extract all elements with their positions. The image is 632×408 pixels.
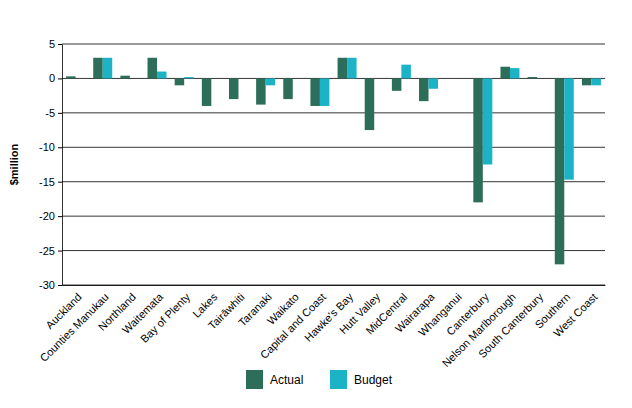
bar [473, 78, 483, 202]
bar [338, 58, 348, 79]
legend-label: Budget [354, 373, 393, 387]
bar [266, 78, 276, 85]
grid-line [62, 181, 605, 182]
legend-swatch [330, 370, 347, 389]
x-tick: West Coast [551, 291, 600, 340]
y-tick-mark [58, 113, 62, 114]
y-axis-title: $million [8, 143, 20, 185]
bar [238, 78, 248, 79]
bar [483, 78, 493, 164]
y-tick-label: -5 [45, 107, 55, 119]
bar [283, 78, 293, 99]
bar [429, 78, 439, 88]
bar [310, 78, 320, 106]
y-axis: 5 0 -5 -10 -15 -20 -25 -30 [39, 38, 62, 291]
y-tick-label: 5 [49, 38, 55, 50]
grid-line [62, 78, 605, 79]
bar [591, 78, 601, 85]
grid [62, 44, 605, 285]
y-tick: -5 [45, 107, 62, 119]
y-tick: -25 [39, 245, 62, 257]
bar [446, 78, 456, 79]
bar [510, 68, 520, 78]
bar [120, 76, 130, 79]
grid-line [62, 250, 605, 251]
bar [93, 58, 103, 79]
y-tick-label: -30 [39, 279, 55, 291]
bar [374, 78, 384, 79]
bars [66, 58, 601, 265]
bar [157, 72, 167, 79]
y-tick-mark [58, 216, 62, 217]
bar [293, 78, 303, 79]
bar [202, 78, 212, 106]
y-tick-mark [58, 78, 62, 79]
bar [256, 78, 266, 104]
bar [537, 78, 547, 79]
bar [130, 78, 140, 79]
bar [456, 78, 466, 79]
bar [320, 78, 330, 106]
bar [211, 78, 221, 79]
x-axis: AucklandCounties ManukauNorthlandWaitema… [38, 286, 606, 370]
y-tick-mark [58, 251, 62, 252]
grid-line [62, 216, 605, 217]
bar [528, 77, 538, 78]
legend-label: Actual [270, 373, 303, 387]
bar [229, 78, 239, 99]
bar [66, 76, 76, 78]
x-tick: Bay of Plenty [138, 290, 193, 345]
bar [392, 78, 402, 90]
bar [564, 78, 574, 179]
y-tick-label: -10 [39, 141, 55, 153]
bar [582, 78, 592, 85]
y-tick: -15 [39, 176, 62, 188]
grid-line [62, 285, 605, 286]
y-tick-label: -25 [39, 245, 55, 257]
bar [175, 78, 185, 85]
bar [365, 78, 375, 130]
y-tick-label: -15 [39, 176, 55, 188]
bar [347, 58, 357, 79]
bar [500, 67, 510, 79]
bar [148, 58, 158, 79]
legend: Actual Budget [246, 370, 393, 389]
bar [103, 58, 113, 79]
y-tick-mark [58, 147, 62, 148]
y-tick: 5 [49, 38, 62, 50]
x-tick-label: Bay of Plenty [138, 290, 193, 345]
bar [555, 78, 565, 264]
y-tick: -30 [39, 279, 62, 291]
bar [76, 78, 86, 79]
y-tick-mark [58, 44, 62, 45]
chart: 5 0 -5 -10 -15 -20 -25 -30AucklandCounties Manu… [0, 0, 632, 408]
bar [419, 78, 429, 101]
y-tick-mark [58, 285, 62, 286]
y-tick-label: -20 [39, 210, 55, 222]
grid-line [62, 147, 605, 148]
y-tick: -10 [39, 141, 62, 153]
bar [184, 77, 194, 78]
grid-line [62, 112, 605, 113]
legend-swatch [246, 370, 263, 389]
y-tick: 0 [49, 72, 62, 84]
bar [401, 65, 411, 79]
y-axis-line [62, 45, 63, 286]
plot: 5 0 -5 -10 -15 -20 -25 -30AucklandCounties Manu… [38, 38, 606, 369]
y-tick-label: 0 [49, 72, 55, 84]
x-tick-label: West Coast [551, 291, 600, 340]
x-axis-line [63, 285, 606, 286]
y-tick-mark [58, 182, 62, 183]
grid-line [62, 44, 605, 45]
y-tick: -20 [39, 210, 62, 222]
